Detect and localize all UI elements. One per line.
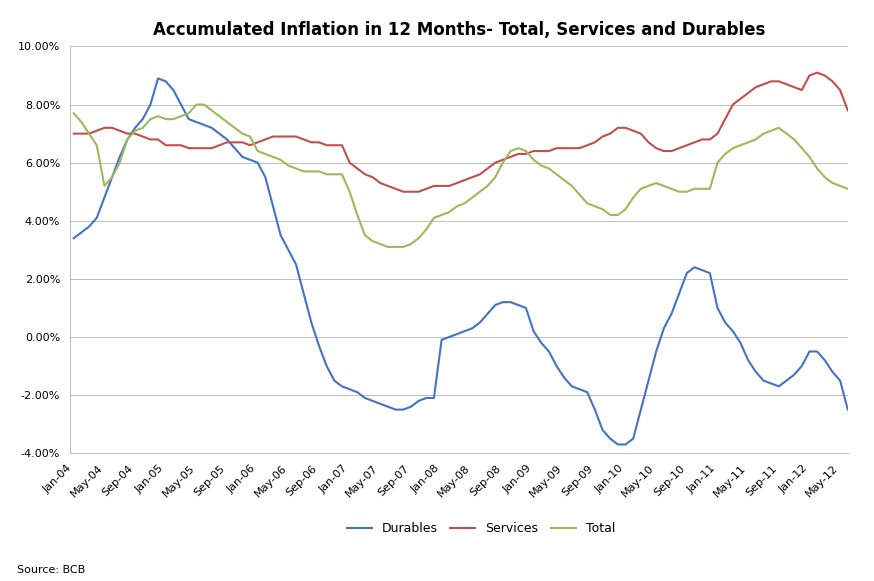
Line: Total: Total bbox=[73, 105, 848, 247]
Services bbox=[843, 107, 853, 114]
Services bbox=[812, 69, 822, 76]
Total bbox=[843, 185, 853, 192]
Services bbox=[237, 139, 247, 146]
Durables bbox=[613, 441, 623, 448]
Durables bbox=[153, 75, 163, 82]
Legend: Durables, Services, Total: Durables, Services, Total bbox=[342, 517, 620, 540]
Total bbox=[436, 211, 447, 218]
Durables bbox=[843, 406, 853, 413]
Durables bbox=[628, 435, 638, 442]
Services bbox=[743, 89, 753, 96]
Services bbox=[214, 142, 225, 149]
Total bbox=[245, 133, 255, 140]
Total bbox=[68, 110, 79, 117]
Services bbox=[68, 130, 79, 137]
Services bbox=[398, 188, 408, 195]
Total bbox=[751, 136, 761, 143]
Durables bbox=[245, 156, 255, 163]
Total bbox=[222, 119, 232, 125]
Text: Source: BCB: Source: BCB bbox=[17, 565, 86, 575]
Total bbox=[383, 243, 393, 250]
Durables bbox=[751, 368, 761, 375]
Services bbox=[621, 124, 631, 131]
Line: Durables: Durables bbox=[73, 78, 848, 444]
Durables bbox=[690, 264, 700, 271]
Durables bbox=[429, 394, 440, 401]
Services bbox=[429, 182, 440, 189]
Total bbox=[690, 185, 700, 192]
Title: Accumulated Inflation in 12 Months- Total, Services and Durables: Accumulated Inflation in 12 Months- Tota… bbox=[153, 21, 765, 40]
Total bbox=[191, 101, 202, 108]
Total bbox=[628, 194, 638, 201]
Durables bbox=[68, 235, 79, 242]
Line: Services: Services bbox=[73, 73, 848, 192]
Durables bbox=[222, 136, 232, 143]
Services bbox=[682, 142, 692, 149]
